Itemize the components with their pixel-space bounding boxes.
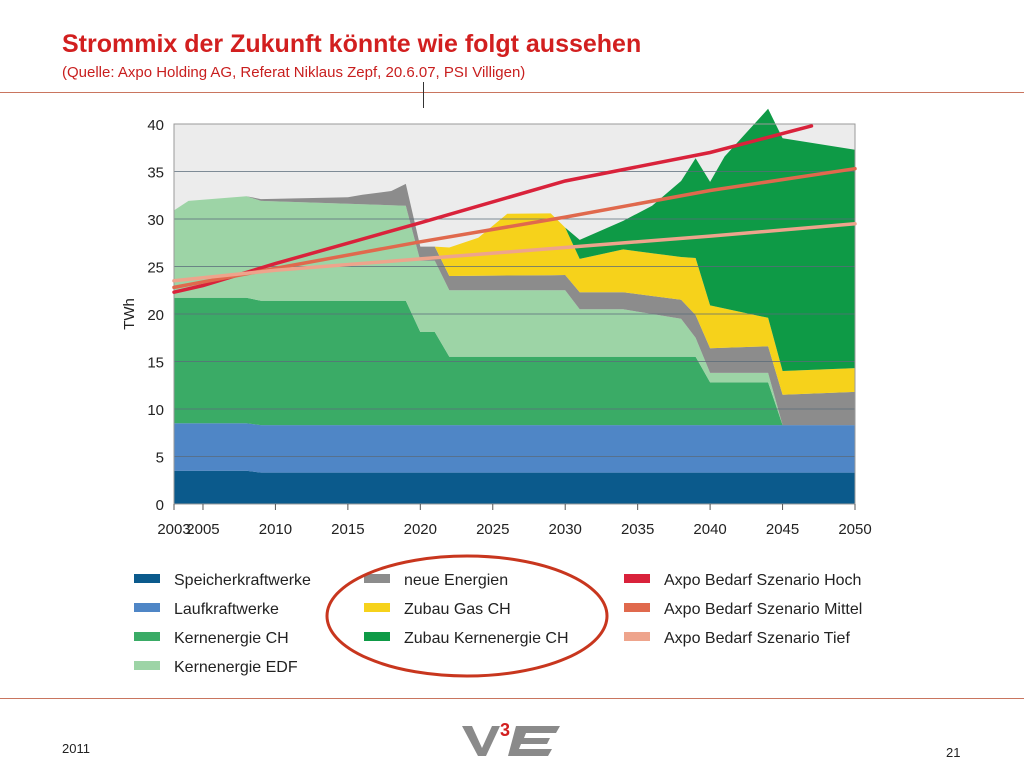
legend-swatch-laufkraftwerke — [134, 603, 160, 612]
footer-year: 2011 — [62, 741, 90, 756]
y-tick-label-15: 15 — [147, 355, 164, 372]
annotation-ellipse — [325, 554, 609, 678]
area-neue-energien — [174, 183, 855, 426]
plot-frame — [173, 123, 856, 505]
svg-text:3: 3 — [500, 720, 510, 740]
y-tick-label-30: 30 — [147, 212, 164, 229]
legend-swatch-neue-energien — [364, 574, 390, 583]
legend-label-zubau-gas-ch: Zubau Gas CH — [404, 601, 511, 618]
y-tick-label-40: 40 — [147, 117, 164, 134]
y-tick-label-5: 5 — [156, 450, 164, 467]
legend-swatch-axpo-bedarf-szenario-tief — [624, 632, 650, 641]
legend-label-axpo-bedarf-szenario-tief: Axpo Bedarf Szenario Tief — [664, 630, 850, 647]
legend-label-laufkraftwerke: Laufkraftwerke — [174, 601, 279, 618]
x-tick-label-2020: 2020 — [404, 521, 437, 538]
x-tick-label-2003: 2003 — [157, 521, 190, 538]
x-tick-label-2010: 2010 — [259, 521, 292, 538]
x-tick-label-2045: 2045 — [766, 521, 799, 538]
x-tick-label-2030: 2030 — [549, 521, 582, 538]
legend-label-kernenergie-ch: Kernenergie CH — [174, 630, 289, 647]
y-tick-label-10: 10 — [147, 402, 164, 419]
page-title: Strommix der Zukunft könnte wie folgt au… — [62, 30, 642, 58]
area-laufkraftwerke — [174, 423, 855, 473]
x-tick-label-2035: 2035 — [621, 521, 654, 538]
pointer-line — [423, 82, 424, 108]
legend-label-kernenergie-edf: Kernenergie EDF — [174, 659, 298, 676]
legend-label-axpo-bedarf-szenario-mittel: Axpo Bedarf Szenario Mittel — [664, 601, 862, 618]
chart-panel: 0 5 10 15 20 25 30 35 40 2003 2005 2010 2015 2020 2025… — [121, 108, 890, 680]
x-tick-label-2050: 2050 — [838, 521, 871, 538]
legend-label-axpo-bedarf-szenario-hoch: Axpo Bedarf Szenario Hoch — [664, 572, 861, 589]
x-tick-label-2005: 2005 — [186, 521, 219, 538]
legend-swatch-kernenergie-ch — [134, 632, 160, 641]
line-axpo-bedarf-szenario-tief — [172, 222, 857, 283]
v3e-logo: 3 — [462, 720, 560, 756]
y-tick-label-0: 0 — [156, 497, 164, 514]
x-tick-label-2025: 2025 — [476, 521, 509, 538]
y-axis-label: TWh — [122, 298, 138, 330]
legend-swatch-zubau-kernenergie-ch — [364, 632, 390, 641]
x-tick-label-2040: 2040 — [693, 521, 726, 538]
y-tick-label-25: 25 — [147, 260, 164, 277]
legend-label-speicherkraftwerke: Speicherkraftwerke — [174, 572, 311, 589]
line-axpo-bedarf-szenario-hoch — [172, 124, 814, 294]
legend-label-zubau-kernenergie-ch: Zubau Kernenergie CH — [404, 630, 569, 647]
legend-swatch-zubau-gas-ch — [364, 603, 390, 612]
header-divider — [0, 92, 1024, 93]
legend-swatch-kernenergie-edf — [134, 661, 160, 670]
page-subtitle: (Quelle: Axpo Holding AG, Referat Niklau… — [62, 64, 526, 81]
legend-label-neue-energien: neue Energien — [404, 572, 508, 589]
legend-swatch-axpo-bedarf-szenario-mittel — [624, 603, 650, 612]
y-tick-label-20: 20 — [147, 307, 164, 324]
y-tick-label-35: 35 — [147, 165, 164, 182]
footer-divider — [0, 698, 1024, 699]
area-speicherkraftwerke — [174, 470, 855, 504]
area-kernenergie-edf — [174, 196, 855, 426]
area-zubau-kernenergie-ch — [174, 108, 855, 372]
page-number: 21 — [946, 745, 961, 760]
legend-swatch-axpo-bedarf-szenario-hoch — [624, 574, 650, 583]
legend-swatch-speicherkraftwerke — [134, 574, 160, 583]
x-tick-label-2015: 2015 — [331, 521, 364, 538]
